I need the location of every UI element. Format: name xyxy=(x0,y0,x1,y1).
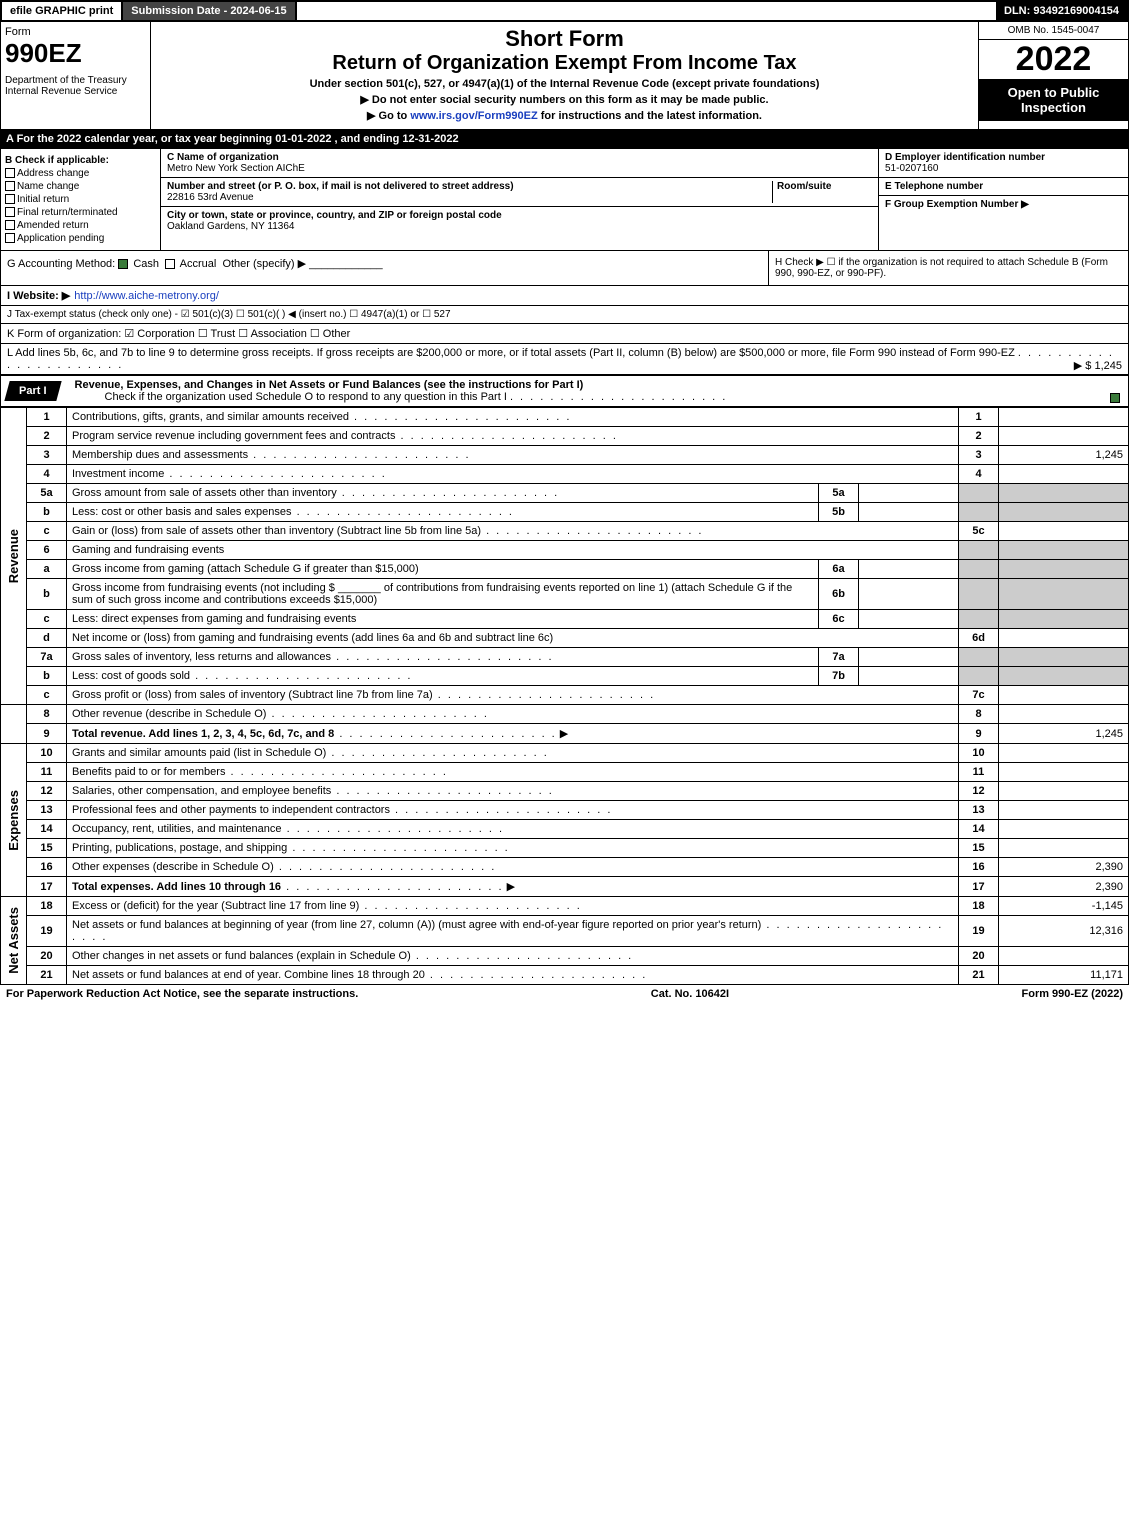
org-city: Oakland Gardens, NY 11364 xyxy=(167,221,295,232)
part-1-checkbox[interactable] xyxy=(1110,393,1120,403)
part-1-check: Check if the organization used Schedule … xyxy=(105,391,507,403)
page-footer: For Paperwork Reduction Act Notice, see … xyxy=(0,985,1129,1003)
efile-label[interactable]: efile GRAPHIC print xyxy=(2,2,123,20)
omb-number: OMB No. 1545-0047 xyxy=(979,22,1128,40)
column-c: C Name of organization Metro New York Se… xyxy=(161,149,878,250)
form-subtitle: Under section 501(c), 527, or 4947(a)(1)… xyxy=(155,78,974,90)
d-ein-label: D Employer identification number xyxy=(885,152,1045,163)
instruction-1: ▶ Do not enter social security numbers o… xyxy=(155,93,974,106)
short-form-label: Short Form xyxy=(155,26,974,52)
b-application-pending[interactable]: Application pending xyxy=(5,233,156,244)
expenses-label: Expenses xyxy=(6,790,21,851)
d-ein-value: 51-0207160 xyxy=(885,163,938,174)
c-street-label: Number and street (or P. O. box, if mail… xyxy=(167,181,772,192)
form-header: Form 990EZ Department of the Treasury In… xyxy=(0,22,1129,130)
part-1-title: Revenue, Expenses, and Changes in Net As… xyxy=(75,379,584,391)
org-name: Metro New York Section AIChE xyxy=(167,163,305,174)
website-link[interactable]: http://www.aiche-metrony.org/ xyxy=(74,290,219,302)
e-phone-label: E Telephone number xyxy=(885,181,983,192)
netassets-label: Net Assets xyxy=(6,907,21,974)
row-j: J Tax-exempt status (check only one) - ☑… xyxy=(0,306,1129,324)
column-de: D Employer identification number 51-0207… xyxy=(878,149,1128,250)
top-bar: efile GRAPHIC print Submission Date - 20… xyxy=(0,0,1129,22)
b-final-return[interactable]: Final return/terminated xyxy=(5,207,156,218)
form-title: Return of Organization Exempt From Incom… xyxy=(155,52,974,75)
cash-checkbox[interactable] xyxy=(118,259,128,269)
b-amended-return[interactable]: Amended return xyxy=(5,220,156,231)
c-name-label: C Name of organization xyxy=(167,152,872,163)
dln-label: DLN: 93492169004154 xyxy=(996,2,1127,20)
revenue-label: Revenue xyxy=(6,529,21,583)
submission-date: Submission Date - 2024-06-15 xyxy=(123,2,296,20)
footer-right: Form 990-EZ (2022) xyxy=(1022,988,1123,1000)
row-l-amount: ▶ $ 1,245 xyxy=(1074,359,1122,372)
form-word: Form xyxy=(5,26,146,38)
tax-year: 2022 xyxy=(979,40,1128,79)
accrual-checkbox[interactable] xyxy=(165,259,175,269)
b-header: B Check if applicable: xyxy=(5,155,156,166)
lines-table: Revenue 1Contributions, gifts, grants, a… xyxy=(0,407,1129,985)
c-city-label: City or town, state or province, country… xyxy=(167,210,872,221)
room-suite-label: Room/suite xyxy=(777,181,872,192)
row-g: G Accounting Method: Cash Accrual Other … xyxy=(1,251,768,285)
form-number: 990EZ xyxy=(5,38,146,69)
b-address-change[interactable]: Address change xyxy=(5,168,156,179)
row-l: L Add lines 5b, 6c, and 7b to line 9 to … xyxy=(0,344,1129,375)
row-i: I Website: ▶ http://www.aiche-metrony.or… xyxy=(0,286,1129,306)
f-group-label: F Group Exemption Number ▶ xyxy=(885,199,1029,210)
irs-link[interactable]: www.irs.gov/Form990EZ xyxy=(410,110,537,122)
org-street: 22816 53rd Avenue xyxy=(167,192,254,203)
footer-left: For Paperwork Reduction Act Notice, see … xyxy=(6,988,358,1000)
row-a-tax-year: A For the 2022 calendar year, or tax yea… xyxy=(0,130,1129,148)
row-k: K Form of organization: ☑ Corporation ☐ … xyxy=(0,324,1129,344)
footer-mid: Cat. No. 10642I xyxy=(651,988,729,1000)
public-inspection-badge: Open to Public Inspection xyxy=(979,79,1128,121)
department: Department of the Treasury Internal Reve… xyxy=(5,75,146,97)
instruction-2: ▶ Go to www.irs.gov/Form990EZ for instru… xyxy=(155,109,974,122)
column-b: B Check if applicable: Address change Na… xyxy=(1,149,161,250)
part-1-header: Part I Revenue, Expenses, and Changes in… xyxy=(0,375,1129,407)
b-name-change[interactable]: Name change xyxy=(5,181,156,192)
part-1-tab: Part I xyxy=(19,385,47,397)
b-initial-return[interactable]: Initial return xyxy=(5,194,156,205)
row-h: H Check ▶ ☐ if the organization is not r… xyxy=(768,251,1128,285)
section-bcd: B Check if applicable: Address change Na… xyxy=(0,148,1129,251)
